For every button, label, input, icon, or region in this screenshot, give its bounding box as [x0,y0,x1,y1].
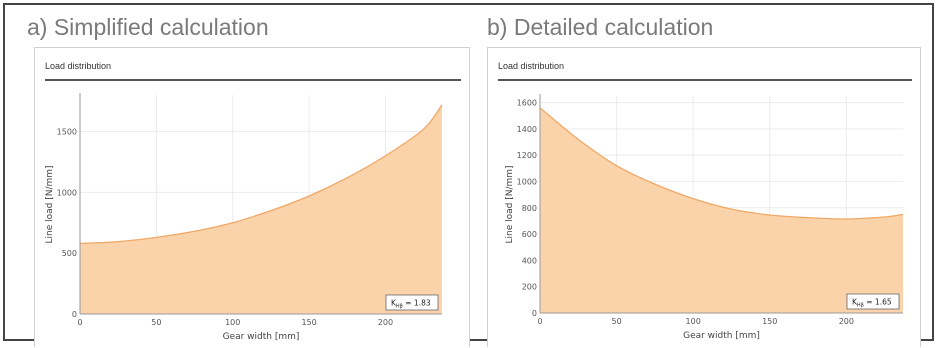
panel-detailed: Load distribution 0 50 100 150 200 0 200 400 600… [487,47,921,347]
y-tick-label: 1600 [517,99,537,108]
y-tick-label: 0 [532,309,537,318]
panel-simplified: Load distribution 0 50 100 150 200 0 500 1000 15… [34,47,470,347]
y-tick-label: 200 [522,283,537,292]
panel-heading: Load distribution [45,61,112,71]
y-tick-label: 0 [72,310,77,319]
load-curve [539,107,904,220]
title-detailed: b) Detailed calculation [487,14,714,40]
y-tick-label: 1400 [517,125,537,134]
k-factor-box [385,294,439,311]
y-tick-label: 800 [522,204,537,213]
x-tick-label: 50 [151,318,161,327]
x-tick-label: 100 [686,317,701,326]
heading-rule [498,79,912,81]
y-axis-label: Line load [N/mm] [45,165,55,243]
x-axis-label: Gear width [mm] [683,331,760,341]
heading-rule [45,79,461,81]
title-simplified: a) Simplified calculation [27,14,269,40]
load-curve [79,104,443,245]
k-factor-box [846,293,900,310]
x-tick-label: 150 [762,317,777,326]
x-tick-label: 200 [839,317,854,326]
y-axis-label: Line load [N/mm] [505,165,515,243]
x-axis-label: Gear width [mm] [223,332,300,342]
chart-detailed: 0 50 100 150 200 0 200 400 600 800 1000 1200 1400 160… [505,94,904,341]
y-tick-label: 500 [62,249,77,258]
load-area [80,104,442,314]
k-factor-label: KHβ = 1.83 [391,299,431,310]
x-tick-label: 100 [225,318,240,327]
x-tick-label: 0 [537,317,542,326]
y-tick-label: 1200 [517,151,537,160]
y-tick-label: 600 [522,230,537,239]
chart-simplified: 0 50 100 150 200 0 500 1000 1500 Gear width [mm] L… [45,93,443,342]
load-area [540,107,903,313]
y-tick-label: 1000 [57,188,77,197]
x-tick-label: 150 [301,318,316,327]
x-tick-label: 50 [611,317,621,326]
panel-heading: Load distribution [498,61,565,71]
figure-frame: a) Simplified calculation b) Detailed ca… [3,3,934,347]
y-tick-label: 1500 [57,128,77,137]
x-tick-label: 0 [77,318,82,327]
y-tick-label: 1000 [517,177,537,186]
y-tick-label: 400 [522,256,537,265]
x-tick-label: 200 [378,318,393,327]
k-factor-label: KHβ = 1.65 [852,298,892,309]
